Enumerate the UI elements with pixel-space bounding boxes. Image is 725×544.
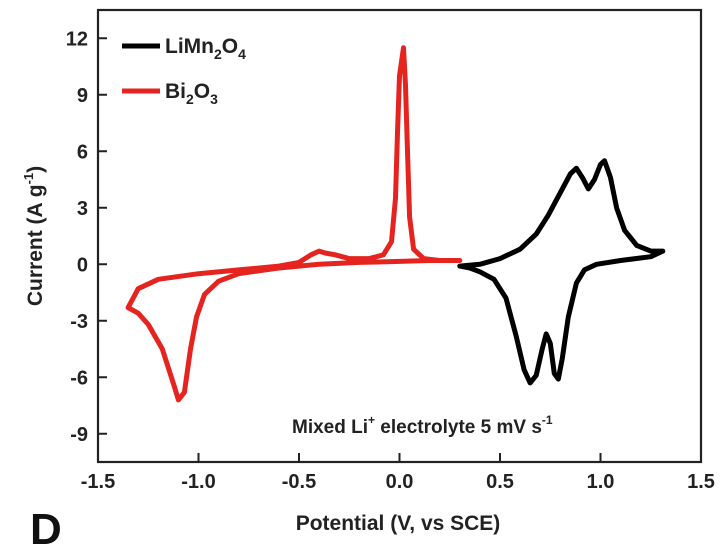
x-tick-label: -1.0 [181, 471, 215, 493]
legend-label-part: O [194, 80, 210, 103]
y-axis-title-main: Current (A g [24, 184, 47, 306]
y-axis-title-end: ) [24, 166, 47, 173]
y-tick-label: -3 [70, 311, 88, 333]
x-tick-label: 1.0 [587, 471, 615, 493]
x-axis-title: Potential (V, vs SCE) [296, 512, 501, 535]
x-tick-label: -0.5 [282, 471, 316, 493]
x-tick-label: 0.5 [486, 471, 514, 493]
series-group [125, 45, 666, 403]
legend-label-subscript: 2 [214, 46, 222, 62]
legend-label-subscript: 4 [238, 46, 246, 62]
y-tick-label: -6 [70, 367, 88, 389]
y-axis-title-sup: -1 [21, 173, 36, 185]
legend-label-part: Bi [165, 80, 186, 103]
x-axis-ticks: -1.5 -1.0 -0.5 0.0 0.5 1.0 1.5 [81, 453, 715, 493]
series-line-limn2o4 [457, 158, 666, 386]
y-tick-label: 3 [77, 198, 88, 220]
y-tick-label: 12 [66, 28, 88, 50]
annotation-electrolyte: Mixed Li+ electrolyte 5 mV s-1 [292, 413, 553, 438]
legend-label-part: O [222, 35, 238, 58]
legend: LiMn2O4 Bi2O3 [122, 35, 246, 107]
x-tick-label: 0.0 [386, 471, 414, 493]
annotation-suffix-sup: -1 [542, 413, 553, 427]
y-tick-label: 0 [77, 254, 88, 276]
panel-label: D [30, 505, 62, 544]
legend-label-subscript: 2 [186, 91, 194, 107]
annotation-prefix: Mixed Li [292, 417, 368, 438]
legend-label-limn2o4: LiMn2O4 [165, 35, 246, 62]
series-line-bi2o3 [125, 45, 463, 403]
y-axis-ticks: -9 -6 -3 0 3 6 9 12 [66, 28, 107, 446]
annotation-middle: electrolyte 5 mV s [375, 417, 542, 438]
y-tick-label: -9 [70, 424, 88, 446]
y-tick-label: 6 [77, 141, 88, 163]
y-axis-title: Current (A g-1) [21, 166, 47, 306]
legend-label-part: LiMn [165, 35, 214, 58]
legend-label-subscript: 3 [210, 91, 218, 107]
x-tick-label: -1.5 [81, 471, 115, 493]
x-tick-label: 1.5 [687, 471, 715, 493]
annotation-prefix-sup: + [368, 413, 375, 427]
legend-label-bi2o3: Bi2O3 [165, 80, 218, 107]
y-tick-label: 9 [77, 85, 88, 107]
